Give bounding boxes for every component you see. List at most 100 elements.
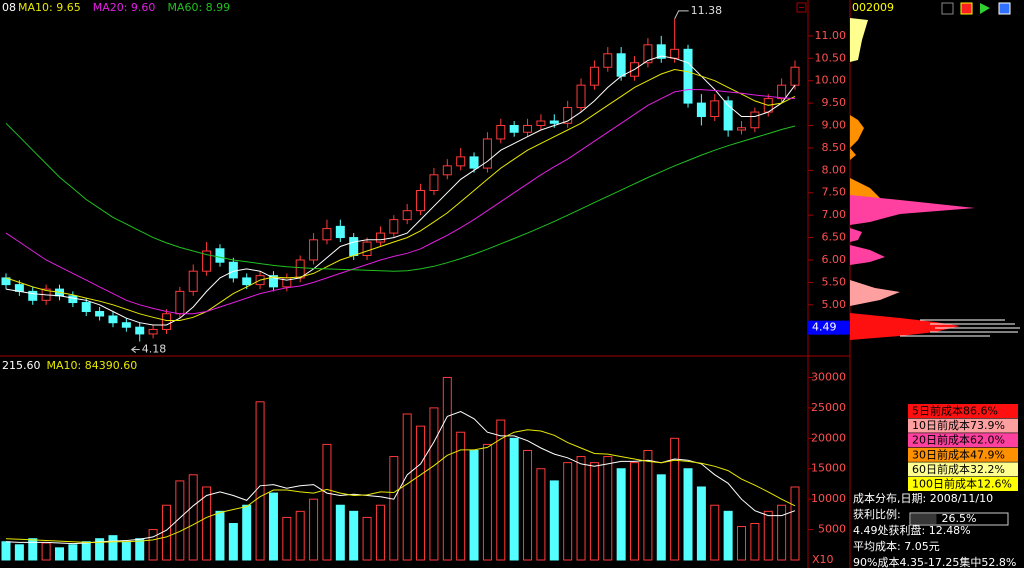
y-tick-label: 9.50: [822, 96, 847, 109]
volume-bar: [349, 510, 359, 561]
candle-body: [442, 165, 452, 176]
candle-body: [723, 100, 733, 131]
candle-body: [670, 48, 680, 59]
volume-bar: [536, 468, 546, 561]
profit-ratio-box: [909, 512, 1009, 526]
candle-body: [750, 111, 760, 129]
volume-bar: [81, 541, 91, 561]
candle-body: [777, 84, 787, 100]
candle-body: [242, 277, 252, 286]
candle-body: [643, 44, 653, 64]
legend-entry: 60日前成本32.2%: [912, 462, 1005, 476]
candle-body: [563, 107, 573, 124]
candle-body: [135, 326, 145, 335]
chip-band: [850, 18, 868, 62]
volume-bar: [389, 456, 399, 561]
volume-bar: [375, 504, 385, 561]
chip-band: [850, 115, 864, 148]
profit-ratio-bar: [911, 514, 937, 524]
volume-bar: [135, 538, 145, 561]
info-text: 90%成本4.35-17.25集中52.8%: [853, 555, 1016, 568]
volume-bar: [282, 516, 292, 561]
toolbar: [941, 2, 1011, 15]
ma-line: [5, 429, 796, 543]
tool-icon[interactable]: [998, 2, 1011, 15]
legend-swatch: [908, 418, 1018, 433]
candle-body: [482, 138, 492, 169]
tool-icon[interactable]: [941, 2, 954, 15]
volume-bar: [14, 544, 24, 561]
volume-bar: [215, 510, 225, 561]
candle-body: [228, 261, 238, 279]
volume-bar: [255, 401, 265, 561]
ma-value: 08: [2, 1, 16, 14]
volume-bar: [442, 376, 452, 561]
chip-band: [850, 148, 856, 160]
candle-body: [696, 102, 706, 118]
candle-body: [536, 120, 546, 127]
volume-bar: [295, 510, 305, 561]
candle-body: [496, 125, 506, 140]
candle-body: [362, 241, 372, 256]
price-label: 4.49: [812, 321, 837, 334]
ma-line: [5, 68, 796, 321]
volume-bar: [68, 544, 78, 561]
volume-bar: [710, 504, 720, 561]
legend-entry: 5日前成本86.6%: [912, 404, 998, 418]
tool-icon[interactable]: [980, 3, 990, 14]
y-tick-label: 7.50: [822, 186, 847, 199]
y-tick-label: 30000: [811, 370, 846, 383]
candle-body: [549, 120, 559, 124]
legend-entry: 100日前成本12.6%: [912, 477, 1012, 491]
candle-body: [375, 232, 385, 243]
candle-body: [429, 174, 439, 191]
chip-distribution: [850, 18, 1020, 340]
y-tick-label: 7.00: [822, 208, 847, 221]
y-tick-label: 9.00: [822, 119, 847, 132]
volume-bar: [482, 443, 492, 561]
volume-bar: [335, 504, 345, 561]
candle-body: [14, 284, 24, 292]
volume-bar: [603, 456, 613, 561]
y-tick-label: 10000: [811, 492, 846, 505]
volume-bar: [763, 510, 773, 561]
candle-body: [469, 156, 479, 169]
volume-bar: [643, 449, 653, 561]
chip-band: [850, 245, 885, 265]
candle-body: [683, 48, 693, 104]
legend-entry: 30日前成本47.9%: [912, 447, 1005, 461]
candle-body: [603, 53, 613, 68]
candle-body: [389, 219, 399, 234]
low-annotation: 4.18: [142, 343, 167, 356]
candle-body: [509, 125, 519, 133]
info-text: 4.49处获利盘: 12.48%: [853, 523, 971, 537]
info-value: 26.5%: [942, 512, 977, 525]
volume-bar: [777, 504, 787, 561]
y-tick-label: 6.50: [822, 231, 847, 244]
legend-swatch: [908, 404, 1018, 418]
volume-bar: [309, 498, 319, 561]
candle-body: [322, 228, 332, 241]
candle-body: [416, 189, 426, 212]
volume-bar: [576, 456, 586, 561]
candle-body: [710, 100, 720, 118]
info-label: 获利比例:: [853, 507, 901, 521]
tool-icon[interactable]: [960, 2, 973, 15]
candle-body: [309, 239, 319, 261]
y-tick-label: 20000: [811, 431, 846, 444]
volume-bar: [670, 437, 680, 561]
candle-body: [589, 66, 599, 86]
volume-bar: [121, 541, 131, 561]
volume-bar: [696, 486, 706, 561]
candle-body: [737, 127, 747, 131]
volume-bar: [54, 547, 64, 561]
window-button[interactable]: [796, 2, 807, 13]
legend-entry: 10日前成本73.9%: [912, 418, 1005, 432]
volume-bar: [549, 480, 559, 561]
chip-band: [850, 313, 960, 340]
unit-label: X10: [812, 553, 834, 566]
volume-bar: [429, 407, 439, 561]
candle-body: [295, 259, 305, 279]
candle-body: [790, 66, 800, 86]
